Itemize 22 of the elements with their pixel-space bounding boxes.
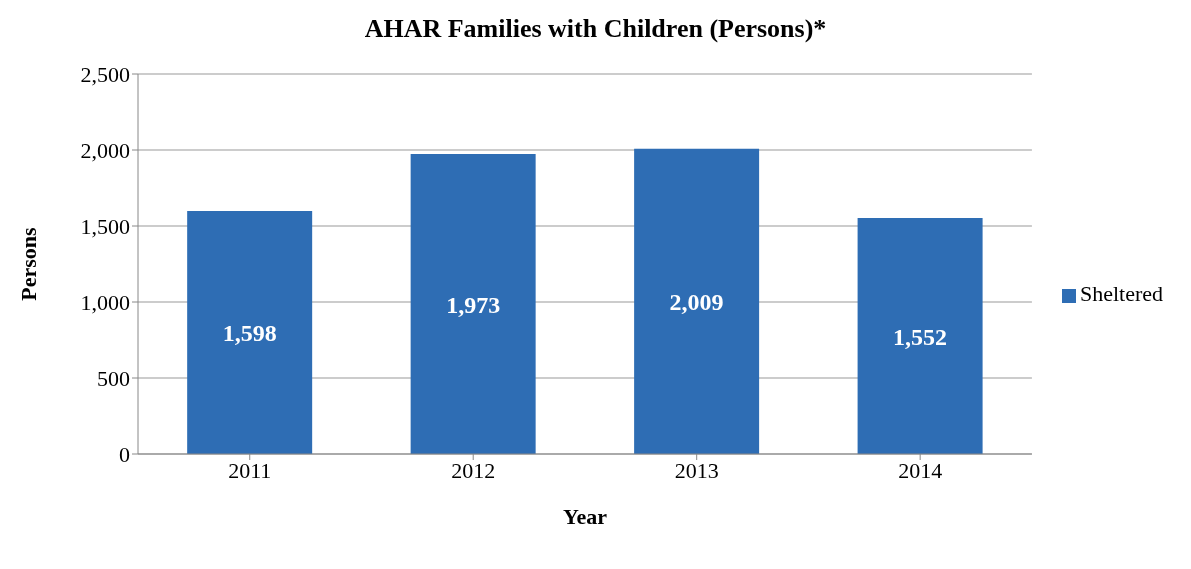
x-axis-title: Year [562,504,608,529]
y-tick-label: 2,500 [80,61,130,87]
y-axis-title: Persons [15,226,41,301]
x-tick-label: 2011 [228,457,272,483]
bar [187,211,313,454]
bar [857,218,983,454]
chart-title: AHAR Families with Children (Persons)* [363,14,828,44]
bar [410,154,536,454]
x-tick-label: 2013 [674,457,719,483]
data-label: 1,552 [893,323,948,350]
data-label: 1,598 [222,320,277,347]
legend-label: Sheltered [1079,281,1163,306]
bar [634,148,760,454]
y-tick-label: 2,000 [80,137,130,163]
y-tick-label: 1,500 [80,213,130,239]
data-label: 2,009 [669,288,724,315]
y-tick-label: 1,000 [80,289,130,315]
x-tick-label: 2014 [898,457,943,483]
data-label: 1,973 [446,291,501,318]
y-tick-label: 500 [97,365,130,391]
y-tick-label: 0 [119,441,130,467]
x-tick-label: 2012 [451,457,496,483]
